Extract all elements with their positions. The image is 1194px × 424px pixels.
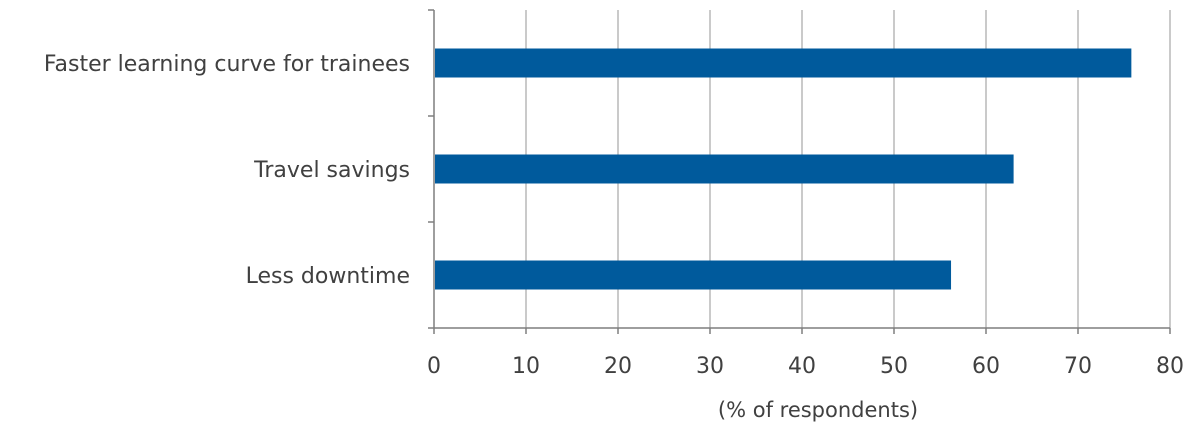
x-tick-label: 40	[788, 354, 816, 379]
x-tick-label: 80	[1156, 354, 1184, 379]
x-tick-label: 20	[604, 354, 632, 379]
axes: 0 10 20 30 40 50 60 70 80	[427, 9, 1184, 379]
x-tick-label: 50	[880, 354, 908, 379]
x-tick-label: 30	[696, 354, 724, 379]
bar-3	[435, 260, 952, 290]
x-tick-label: 0	[427, 354, 441, 379]
category-label: Faster learning curve for trainees	[44, 52, 410, 77]
bar-2	[435, 154, 1014, 184]
bars	[435, 48, 1132, 290]
category-label: Travel savings	[253, 158, 410, 183]
x-tick-label: 10	[512, 354, 540, 379]
bar-1	[435, 48, 1132, 78]
x-tick-label: 70	[1064, 354, 1092, 379]
x-tick-label: 60	[972, 354, 1000, 379]
labels: Faster learning curve for trainees Travel…	[44, 52, 410, 289]
category-label: Less downtime	[246, 264, 410, 289]
x-axis-title: (% of respondents)	[718, 398, 918, 422]
